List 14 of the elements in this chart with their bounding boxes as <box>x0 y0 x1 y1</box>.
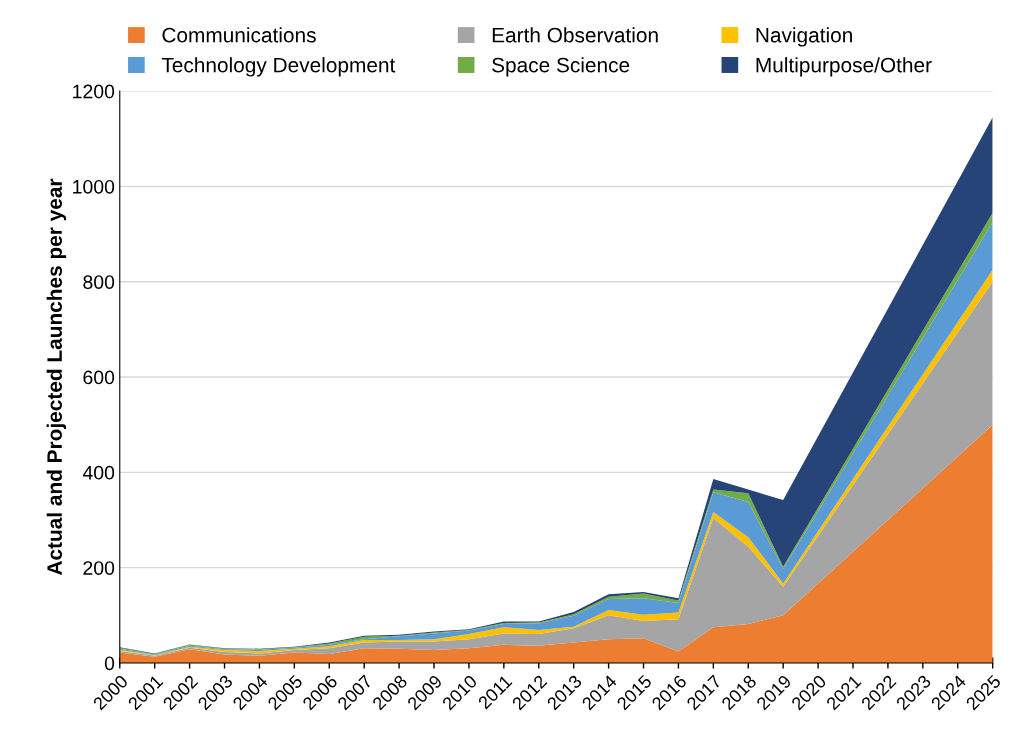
legend-label: Earth Observation <box>492 27 658 43</box>
y-tick-label: 800 <box>83 275 115 289</box>
y-tick-label: 1200 <box>73 84 115 99</box>
y-tick-label: 1000 <box>73 179 115 194</box>
y-tick-label: 400 <box>82 465 115 480</box>
legend-label: Communications <box>162 27 316 43</box>
legend-label: Space Science <box>492 57 630 77</box>
y-axis-title: Actual and Projected Launches per year <box>46 178 67 576</box>
y-tick-label: 200 <box>83 561 115 575</box>
y-tick-label: 600 <box>83 370 115 385</box>
legend-label: Multipurpose/Other <box>756 57 932 77</box>
legend-label: Navigation <box>756 27 852 47</box>
y-tick-label: 0 <box>104 656 115 671</box>
legend-label: Technology Development <box>161 57 396 77</box>
